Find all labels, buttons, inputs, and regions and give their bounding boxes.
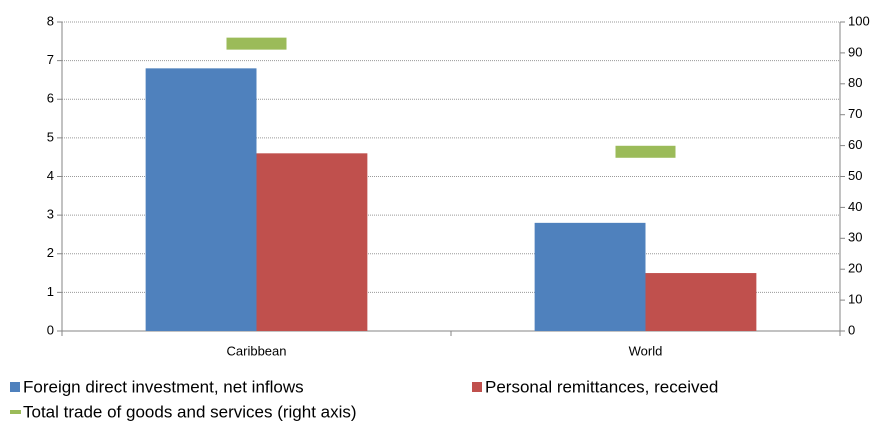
bar: [256, 153, 368, 331]
legend-label: Foreign direct investment, net inflows: [23, 377, 304, 396]
y2-tick-label: 50: [848, 168, 862, 183]
legend: Foreign direct investment, net inflows Pe…: [10, 377, 718, 421]
y2-tick-label: 80: [848, 75, 862, 90]
y-tick-label: 7: [47, 52, 54, 67]
legend-label: Total trade of goods and services (right…: [23, 402, 357, 421]
legend-swatch: [10, 410, 21, 414]
y2-tick-label: 100: [848, 13, 870, 28]
y-tick-label: 0: [47, 322, 54, 337]
y2-tick-label: 10: [848, 292, 862, 307]
y2-tick-label: 20: [848, 261, 862, 276]
y2-tick-label: 30: [848, 230, 862, 245]
y2-tick-label: 70: [848, 106, 862, 121]
x-tick-label: World: [629, 343, 663, 358]
y-tick-label: 8: [47, 13, 54, 28]
legend-swatch: [472, 382, 482, 392]
y2-tick-label: 0: [848, 322, 855, 337]
marker: [615, 145, 676, 158]
y-tick-label: 2: [47, 245, 54, 260]
legend-label: Personal remittances, received: [485, 377, 718, 396]
bar: [645, 273, 757, 331]
y-tick-label: 5: [47, 129, 54, 144]
y-tick-label: 4: [47, 168, 54, 183]
y2-tick-label: 90: [848, 44, 862, 59]
y-tick-label: 6: [47, 91, 54, 106]
x-tick-label: Caribbean: [227, 343, 287, 358]
y2-tick-label: 60: [848, 137, 862, 152]
y-tick-label: 3: [47, 207, 54, 222]
bar: [145, 68, 257, 331]
marker: [226, 37, 287, 50]
legend-swatch: [10, 382, 20, 392]
bar: [534, 222, 646, 331]
y2-tick-label: 40: [848, 199, 862, 214]
y-tick-label: 1: [47, 284, 54, 299]
